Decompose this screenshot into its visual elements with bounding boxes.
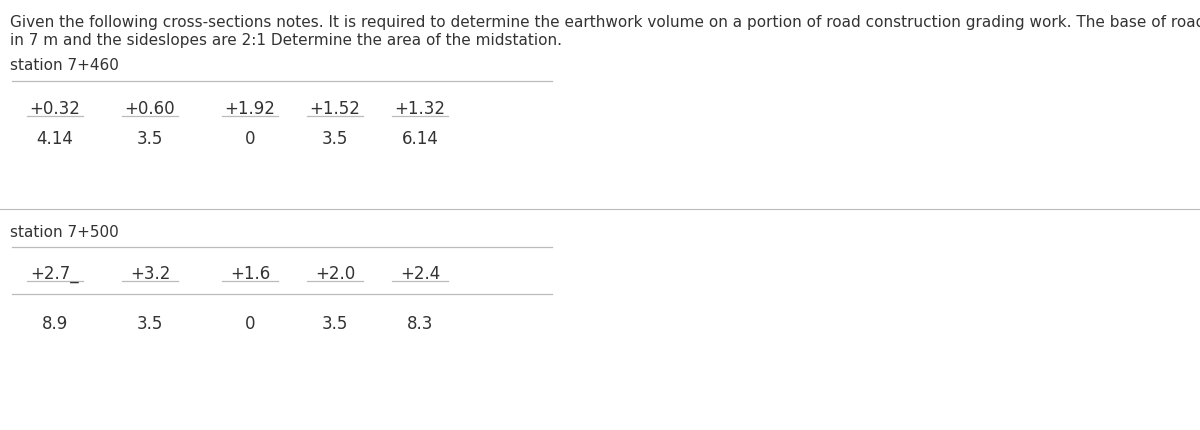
- Text: 8.3: 8.3: [407, 314, 433, 332]
- Text: 0: 0: [245, 314, 256, 332]
- Text: +1.32: +1.32: [395, 100, 445, 118]
- Text: in 7 m and the sideslopes are 2:1 Determine the area of the midstation.: in 7 m and the sideslopes are 2:1 Determ…: [10, 33, 562, 48]
- Text: station 7+460: station 7+460: [10, 58, 119, 73]
- Text: 6.14: 6.14: [402, 130, 438, 147]
- Text: +0.60: +0.60: [125, 100, 175, 118]
- Text: +0.32: +0.32: [30, 100, 80, 118]
- Text: 3.5: 3.5: [137, 130, 163, 147]
- Text: 3.5: 3.5: [137, 314, 163, 332]
- Text: +3.2: +3.2: [130, 264, 170, 283]
- Text: 4.14: 4.14: [36, 130, 73, 147]
- Text: +1.6: +1.6: [230, 264, 270, 283]
- Text: Given the following cross-sections notes. It is required to determine the earthw: Given the following cross-sections notes…: [10, 15, 1200, 30]
- Text: 8.9: 8.9: [42, 314, 68, 332]
- Text: 3.5: 3.5: [322, 130, 348, 147]
- Text: +2.0: +2.0: [314, 264, 355, 283]
- Text: station 7+500: station 7+500: [10, 224, 119, 240]
- Text: +2.7_: +2.7_: [31, 264, 79, 283]
- Text: +2.4: +2.4: [400, 264, 440, 283]
- Text: 0: 0: [245, 130, 256, 147]
- Text: 3.5: 3.5: [322, 314, 348, 332]
- Text: +1.92: +1.92: [224, 100, 276, 118]
- Text: +1.52: +1.52: [310, 100, 360, 118]
